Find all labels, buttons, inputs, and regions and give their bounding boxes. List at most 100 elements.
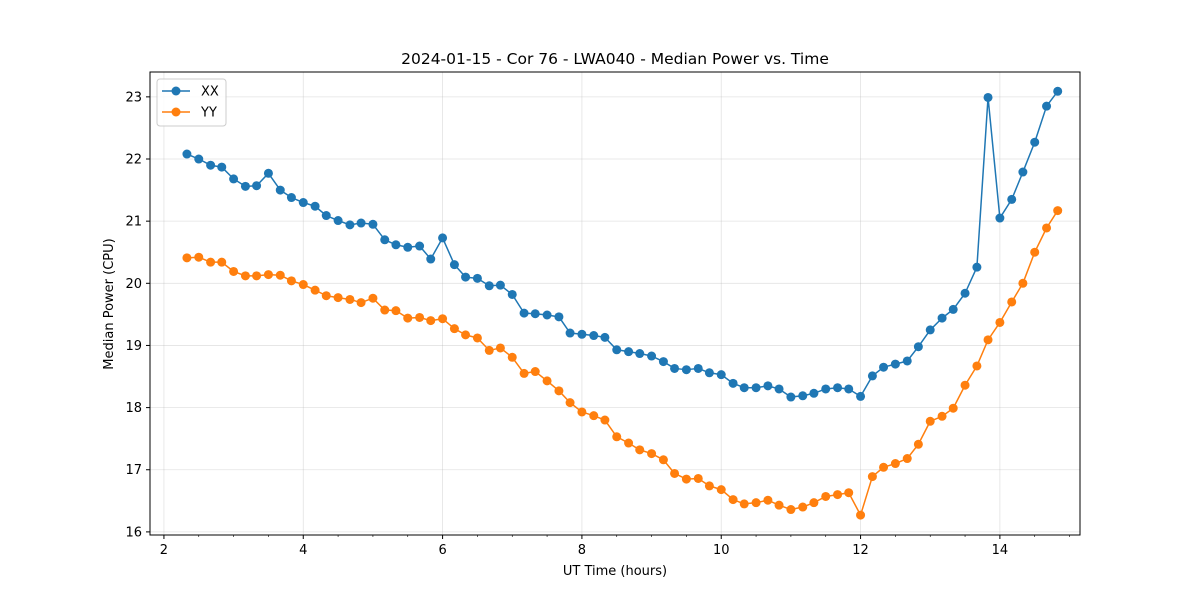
data-point-yy <box>995 317 1005 327</box>
data-point-yy <box>345 294 355 304</box>
data-point-yy <box>948 403 958 413</box>
legend: XX YY <box>156 78 227 127</box>
data-point-yy <box>937 411 947 421</box>
data-point-yy <box>217 257 227 267</box>
data-point-yy <box>983 335 993 345</box>
data-point-xx <box>321 211 331 221</box>
data-point-yy <box>310 285 320 295</box>
data-point-xx <box>286 193 296 203</box>
data-point-yy <box>356 298 366 308</box>
data-point-yy <box>693 473 703 483</box>
data-point-xx <box>589 331 599 341</box>
series-xx-line <box>186 90 1059 398</box>
data-point-yy <box>1007 297 1017 307</box>
data-point-yy <box>577 407 587 417</box>
data-point-xx <box>833 383 843 393</box>
data-point-yy <box>925 416 935 426</box>
data-point-yy <box>960 380 970 390</box>
data-point-yy <box>507 352 517 362</box>
data-point-yy <box>275 270 285 280</box>
data-point-xx <box>774 384 784 394</box>
data-point-xx <box>960 288 970 298</box>
data-point-yy <box>624 438 634 448</box>
y-tick-label: 21 <box>125 215 142 230</box>
y-tick-label: 22 <box>125 153 142 168</box>
data-point-xx <box>890 359 900 369</box>
x-axis-label: UT Time (hours) <box>563 564 667 579</box>
data-point-xx <box>704 368 714 378</box>
data-point-xx <box>298 198 308 208</box>
data-point-yy <box>415 312 425 322</box>
data-point-xx <box>647 351 657 361</box>
data-point-yy <box>461 330 471 340</box>
data-point-xx <box>542 310 552 320</box>
data-point-yy <box>206 257 216 267</box>
data-point-yy <box>449 324 459 334</box>
data-point-xx <box>902 356 912 366</box>
data-point-yy <box>240 271 250 281</box>
data-point-yy <box>716 485 726 495</box>
data-point-xx <box>310 201 320 211</box>
data-point-yy <box>229 266 239 276</box>
data-point-yy <box>600 415 610 425</box>
data-point-yy <box>774 500 784 510</box>
data-point-xx <box>798 391 808 401</box>
data-point-xx <box>577 329 587 339</box>
y-tick-label: 16 <box>125 525 142 540</box>
data-point-yy <box>1018 278 1028 288</box>
series-xx <box>182 86 1063 402</box>
data-point-xx <box>380 235 390 245</box>
data-point-yy <box>879 462 889 472</box>
data-point-xx <box>809 388 819 398</box>
data-point-xx <box>624 347 634 357</box>
data-point-xx <box>217 162 227 172</box>
data-point-yy <box>438 314 448 324</box>
plot-frame <box>149 71 1081 536</box>
data-point-yy <box>484 345 494 355</box>
data-point-xx <box>554 312 564 322</box>
data-point-xx <box>565 328 575 338</box>
x-tick-label: 6 <box>438 543 446 558</box>
data-point-yy <box>1030 247 1040 257</box>
data-point-xx <box>681 365 691 375</box>
ticks: 2 4 6 8 10 12 14 16 17 18 19 20 21 22 23 <box>125 90 1070 558</box>
data-point-yy <box>333 293 343 303</box>
data-point-yy <box>635 445 645 455</box>
data-point-xx <box>368 219 378 229</box>
data-point-xx <box>426 254 436 264</box>
data-point-xx <box>913 342 923 352</box>
data-point-yy <box>1053 206 1063 216</box>
data-point-xx <box>763 381 773 391</box>
data-point-xx <box>206 160 216 170</box>
chart-title: 2024-01-15 - Cor 76 - LWA040 - Median Po… <box>401 50 829 68</box>
data-point-yy <box>194 252 204 262</box>
data-point-yy <box>856 510 866 520</box>
data-point-yy <box>739 499 749 509</box>
data-point-xx <box>484 281 494 291</box>
y-tick-label: 18 <box>125 401 142 416</box>
data-point-xx <box>844 384 854 394</box>
data-point-yy <box>612 432 622 442</box>
data-point-yy <box>844 488 854 498</box>
data-point-yy <box>867 472 877 482</box>
data-point-xx <box>658 357 668 367</box>
x-tick-label: 4 <box>299 543 307 558</box>
data-point-yy <box>833 490 843 500</box>
data-point-xx <box>229 174 239 184</box>
series-yy <box>182 206 1063 520</box>
data-point-yy <box>182 253 192 263</box>
data-point-yy <box>763 495 773 505</box>
data-point-yy <box>913 439 923 449</box>
data-point-yy <box>472 333 482 343</box>
data-point-xx <box>693 363 703 373</box>
y-axis-label: Median Power (CPU) <box>102 238 117 369</box>
data-point-xx <box>948 304 958 314</box>
data-point-xx <box>635 349 645 359</box>
data-point-xx <box>786 392 796 402</box>
data-point-xx <box>507 289 517 299</box>
data-point-xx <box>472 273 482 283</box>
data-point-yy <box>565 398 575 408</box>
data-point-xx <box>403 242 413 252</box>
legend-yy-label: YY <box>200 106 217 121</box>
